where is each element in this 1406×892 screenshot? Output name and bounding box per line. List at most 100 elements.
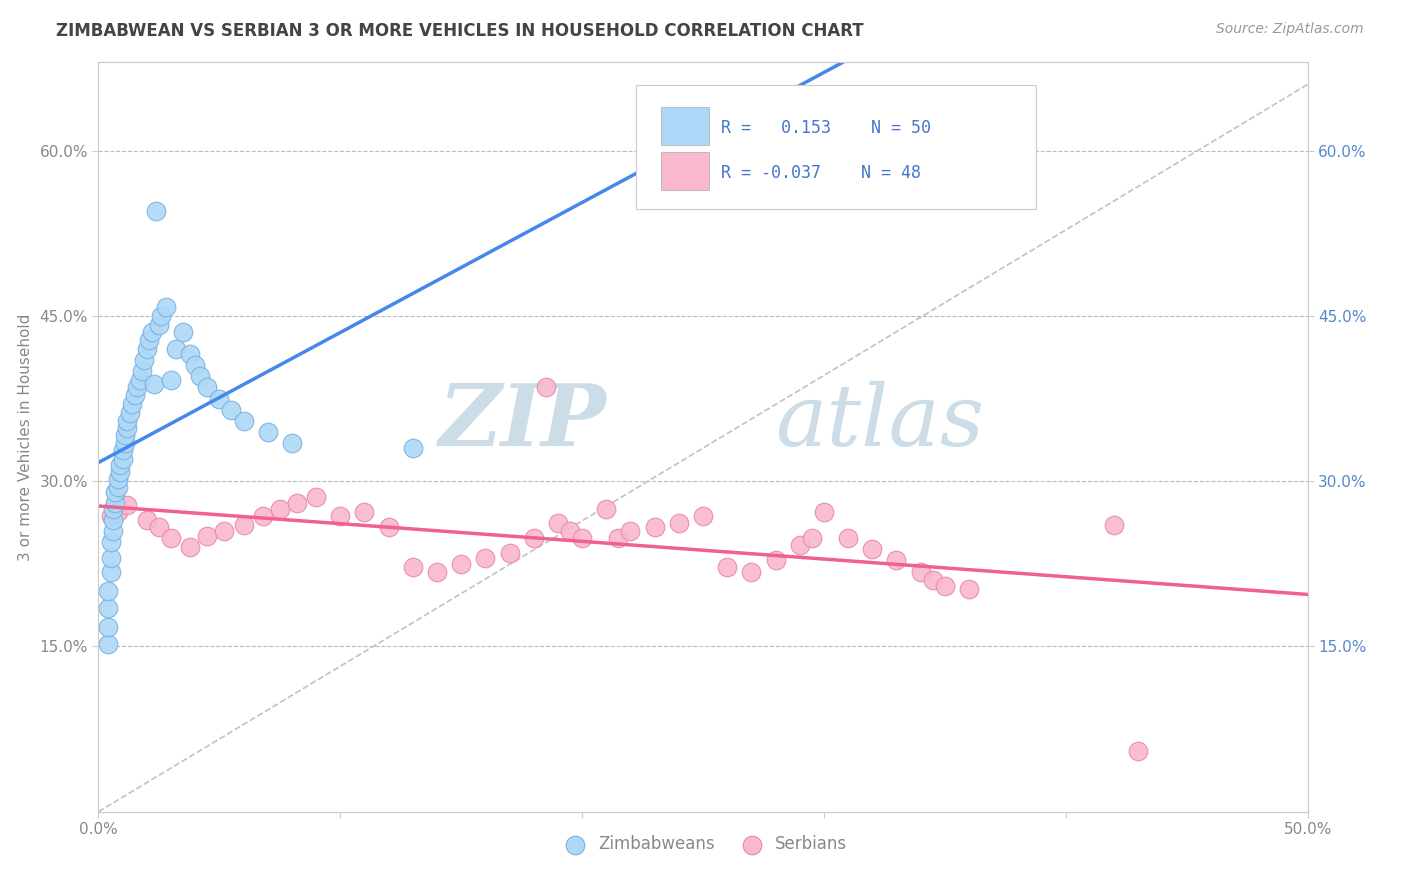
- Point: [121, 397, 143, 411]
- Point: [135, 342, 157, 356]
- Point: [534, 380, 557, 394]
- Point: [127, 380, 149, 394]
- Point: [402, 560, 425, 574]
- Point: [117, 421, 139, 435]
- Point: [644, 520, 666, 534]
- Point: [155, 300, 177, 314]
- Text: ZIMBABWEAN VS SERBIAN 3 OR MORE VEHICLES IN HOUSEHOLD CORRELATION CHART: ZIMBABWEAN VS SERBIAN 3 OR MORE VEHICLES…: [56, 22, 863, 40]
- Point: [789, 538, 811, 552]
- Point: [108, 458, 131, 472]
- FancyBboxPatch shape: [637, 85, 1035, 209]
- Point: [212, 524, 235, 538]
- Point: [765, 553, 787, 567]
- Text: R =   0.153    N = 50: R = 0.153 N = 50: [721, 119, 931, 136]
- Point: [1128, 744, 1150, 758]
- Point: [285, 496, 308, 510]
- Point: [377, 520, 399, 534]
- Point: [426, 565, 449, 579]
- Point: [305, 490, 328, 504]
- Point: [800, 532, 823, 546]
- Point: [252, 509, 274, 524]
- Point: [910, 565, 932, 579]
- Point: [208, 392, 231, 406]
- Point: [114, 435, 136, 450]
- Point: [450, 557, 472, 571]
- Point: [97, 584, 120, 599]
- Point: [716, 560, 738, 574]
- Point: [188, 369, 211, 384]
- Point: [138, 333, 160, 347]
- Point: [692, 509, 714, 524]
- Point: [118, 406, 141, 420]
- Point: [837, 532, 859, 546]
- Point: [184, 359, 207, 373]
- Point: [111, 452, 134, 467]
- Point: [740, 565, 762, 579]
- Point: [195, 380, 218, 394]
- Point: [135, 513, 157, 527]
- Point: [107, 480, 129, 494]
- Point: [921, 574, 943, 588]
- Point: [100, 534, 122, 549]
- Point: [934, 579, 956, 593]
- Point: [145, 204, 167, 219]
- Point: [256, 425, 278, 439]
- Point: [97, 637, 120, 651]
- Point: [104, 485, 127, 500]
- Point: [160, 373, 183, 387]
- Point: [523, 532, 546, 546]
- Point: [281, 435, 304, 450]
- Point: [124, 388, 146, 402]
- Point: [128, 373, 150, 387]
- Point: [595, 501, 617, 516]
- Point: [172, 326, 194, 340]
- Point: [571, 532, 593, 546]
- Point: [141, 326, 163, 340]
- Point: [232, 413, 254, 427]
- Point: [353, 505, 375, 519]
- Point: [131, 364, 153, 378]
- Point: [114, 428, 136, 442]
- Point: [179, 541, 201, 555]
- Point: [607, 532, 630, 546]
- Point: [100, 565, 122, 579]
- Point: [232, 518, 254, 533]
- Point: [558, 524, 581, 538]
- Point: [117, 499, 139, 513]
- Point: [160, 532, 183, 546]
- Point: [97, 600, 120, 615]
- Legend: Zimbabweans, Serbians: Zimbabweans, Serbians: [553, 829, 853, 860]
- Point: [97, 619, 120, 633]
- Point: [329, 509, 352, 524]
- Point: [101, 501, 124, 516]
- Point: [474, 551, 496, 566]
- Point: [498, 546, 520, 560]
- Point: [165, 342, 187, 356]
- Point: [813, 505, 835, 519]
- Point: [668, 516, 690, 530]
- Point: [269, 501, 291, 516]
- Y-axis label: 3 or more Vehicles in Household: 3 or more Vehicles in Household: [17, 313, 32, 561]
- Text: ZIP: ZIP: [439, 380, 606, 464]
- Point: [148, 520, 170, 534]
- Point: [101, 513, 124, 527]
- Point: [179, 347, 201, 361]
- Point: [402, 441, 425, 455]
- Point: [886, 553, 908, 567]
- Point: [547, 516, 569, 530]
- FancyBboxPatch shape: [661, 153, 709, 190]
- Point: [111, 443, 134, 458]
- Point: [117, 413, 139, 427]
- Point: [100, 509, 122, 524]
- Point: [957, 582, 980, 596]
- Point: [221, 402, 243, 417]
- Point: [619, 524, 641, 538]
- Point: [100, 551, 122, 566]
- Point: [148, 318, 170, 332]
- Point: [150, 309, 173, 323]
- Point: [195, 529, 218, 543]
- Point: [107, 505, 129, 519]
- Point: [108, 466, 131, 480]
- Point: [860, 542, 883, 557]
- Point: [143, 377, 166, 392]
